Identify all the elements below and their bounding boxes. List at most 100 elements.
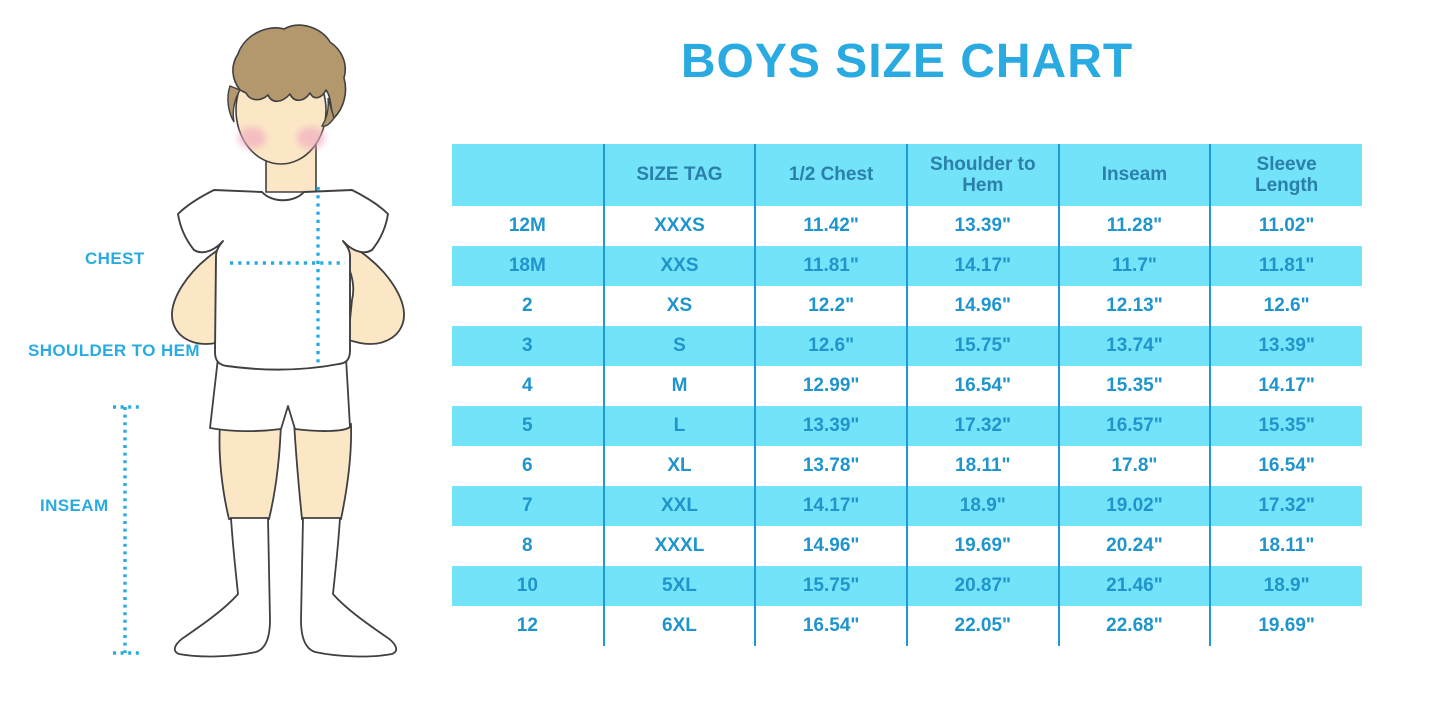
measurement-cell: 20.24" (1057, 526, 1211, 566)
size-tag-cell: 5XL (602, 566, 756, 606)
table-row: 18M XXS 11.81" 14.17" 11.7" 11.81" (452, 246, 1362, 286)
measurement-cell: 14.17" (905, 246, 1059, 286)
size-tag-cell: S (602, 326, 756, 366)
size-cell: 3 (452, 326, 604, 366)
column-header: Inseam (1057, 144, 1211, 206)
measurement-cell: 18.9" (905, 486, 1059, 526)
measurement-cell: 19.69" (1209, 606, 1362, 646)
measurement-cell: 15.75" (754, 566, 907, 606)
size-cell: 8 (522, 535, 533, 556)
size-tag-cell: XL (602, 446, 756, 486)
shoulder-to-hem-label: SHOULDER TO HEM (28, 341, 200, 360)
measurement-cell: 22.68" (1057, 606, 1211, 646)
size-cell: 12M (508, 215, 546, 236)
measurement-cell: 18.9" (1209, 566, 1362, 606)
measurement-cell: 12.13" (1057, 286, 1211, 326)
measurement-cell: 14.17" (1209, 366, 1362, 406)
measurement-cell: 11.81" (754, 246, 907, 286)
measurement-cell: 13.78" (754, 446, 907, 486)
measurement-cell: 11.7" (1057, 246, 1211, 286)
left-leg-shape (218, 421, 282, 520)
size-table: SIZE TAG 1/2 Chest Shoulder to Hem Inseam Sl… (452, 144, 1362, 646)
measurement-cell: 16.54" (754, 606, 907, 646)
size-cell: 10 (452, 566, 604, 606)
measurement-cell: 11.28" (1057, 206, 1211, 246)
right-sock-shape (300, 517, 398, 658)
size-cell: 5 (452, 406, 604, 446)
measurement-cell: 19.02" (1057, 486, 1211, 526)
measurement-cell: 13.39" (1209, 326, 1362, 366)
measurement-cell: 21.46" (1057, 566, 1211, 606)
size-tag-cell: XXXS (602, 206, 756, 246)
chest-label: CHEST (85, 249, 145, 268)
measurement-cell: 12.99" (754, 366, 907, 406)
size-cell: 12 (516, 615, 538, 636)
right-arm-shape (334, 238, 405, 345)
measurement-cell: 17.32" (1209, 486, 1362, 526)
measurement-cell: 16.54" (905, 366, 1059, 406)
size-tag-cell: XS (602, 286, 756, 326)
measurement-cell: 14.17" (754, 486, 907, 526)
right-leg-shape (293, 421, 353, 520)
corner-header-cell (452, 144, 604, 206)
measurement-cell: 17.32" (905, 406, 1059, 446)
hair-side-left-shape (227, 85, 242, 123)
column-header: SIZE TAG (602, 144, 756, 206)
size-tag-cell: 6XL (602, 606, 756, 646)
measurement-cell: 15.75" (905, 326, 1059, 366)
column-header: Sleeve Length (1209, 144, 1362, 206)
table-row: 3 S 12.6" 15.75" 13.74" 13.39" (452, 326, 1362, 366)
table-row: 10 5XL 15.75" 20.87" 21.46" 18.9" (452, 566, 1362, 606)
left-sock-shape (173, 517, 271, 658)
shorts-shape (209, 357, 351, 433)
cheek-right-shape (297, 127, 325, 149)
measurement-cell: 18.11" (905, 446, 1059, 486)
size-tag-cell: M (602, 366, 756, 406)
measurement-cell: 20.87" (905, 566, 1059, 606)
measurement-cell: 18.11" (1209, 526, 1362, 566)
measurement-cell: 19.69" (905, 526, 1059, 566)
measurement-cell: 12.2" (754, 286, 907, 326)
measurement-cell: 14.96" (905, 286, 1059, 326)
measurement-cell: 22.05" (905, 606, 1059, 646)
table-row: 7 XXL 14.17" 18.9" 19.02" 17.32" (452, 486, 1362, 526)
measurement-cell: 13.74" (1057, 326, 1211, 366)
size-cell: 6 (522, 455, 533, 476)
size-cell: 18M (452, 246, 604, 286)
size-tag-cell: XXXL (602, 526, 756, 566)
measurement-cell: 15.35" (1057, 366, 1211, 406)
table-row: 12M XXXS 11.42" 13.39" 11.28" 11.02" (452, 206, 1362, 246)
inseam-measure-line (113, 405, 141, 655)
boy-figure-illustration (113, 24, 405, 658)
size-table-header: SIZE TAG 1/2 Chest Shoulder to Hem Inseam Sl… (452, 144, 1362, 206)
measurement-cell: 12.6" (754, 326, 907, 366)
table-row: 6 XL 13.78" 18.11" 17.8" 16.54" (452, 446, 1362, 486)
measurement-cell: 16.57" (1057, 406, 1211, 446)
size-tag-cell: XXL (602, 486, 756, 526)
inseam-label: INSEAM (40, 496, 109, 515)
tshirt-shape (177, 189, 389, 371)
table-row: 12 6XL 16.54" 22.05" 22.68" 19.69" (452, 606, 1362, 646)
size-cell: 4 (522, 375, 533, 396)
hair-side-right-shape (320, 97, 335, 127)
cheek-left-shape (238, 127, 266, 149)
measurement-cell: 13.39" (754, 406, 907, 446)
table-row: 4 M 12.99" 16.54" 15.35" 14.17" (452, 366, 1362, 406)
measurement-cell: 12.6" (1209, 286, 1362, 326)
size-tag-cell: L (602, 406, 756, 446)
measurement-cell: 17.8" (1057, 446, 1211, 486)
measurement-cell: 11.81" (1209, 246, 1362, 286)
measurement-cell: 11.02" (1209, 206, 1362, 246)
size-tag-cell: XXS (602, 246, 756, 286)
size-table-body: 12M XXXS 11.42" 13.39" 11.28" 11.02" 18M XXS 11.… (452, 206, 1362, 646)
table-row: 5 L 13.39" 17.32" 16.57" 15.35" (452, 406, 1362, 446)
measurement-cell: 14.96" (754, 526, 907, 566)
measurement-cell: 13.39" (905, 206, 1059, 246)
measurement-cell: 11.42" (754, 206, 907, 246)
size-cell: 2 (522, 295, 533, 316)
table-row: 2 XS 12.2" 14.96" 12.13" 12.6" (452, 286, 1362, 326)
header-row: SIZE TAG 1/2 Chest Shoulder to Hem Inseam Sl… (452, 144, 1362, 206)
size-cell: 7 (452, 486, 604, 526)
column-header: Shoulder to Hem (905, 144, 1059, 206)
